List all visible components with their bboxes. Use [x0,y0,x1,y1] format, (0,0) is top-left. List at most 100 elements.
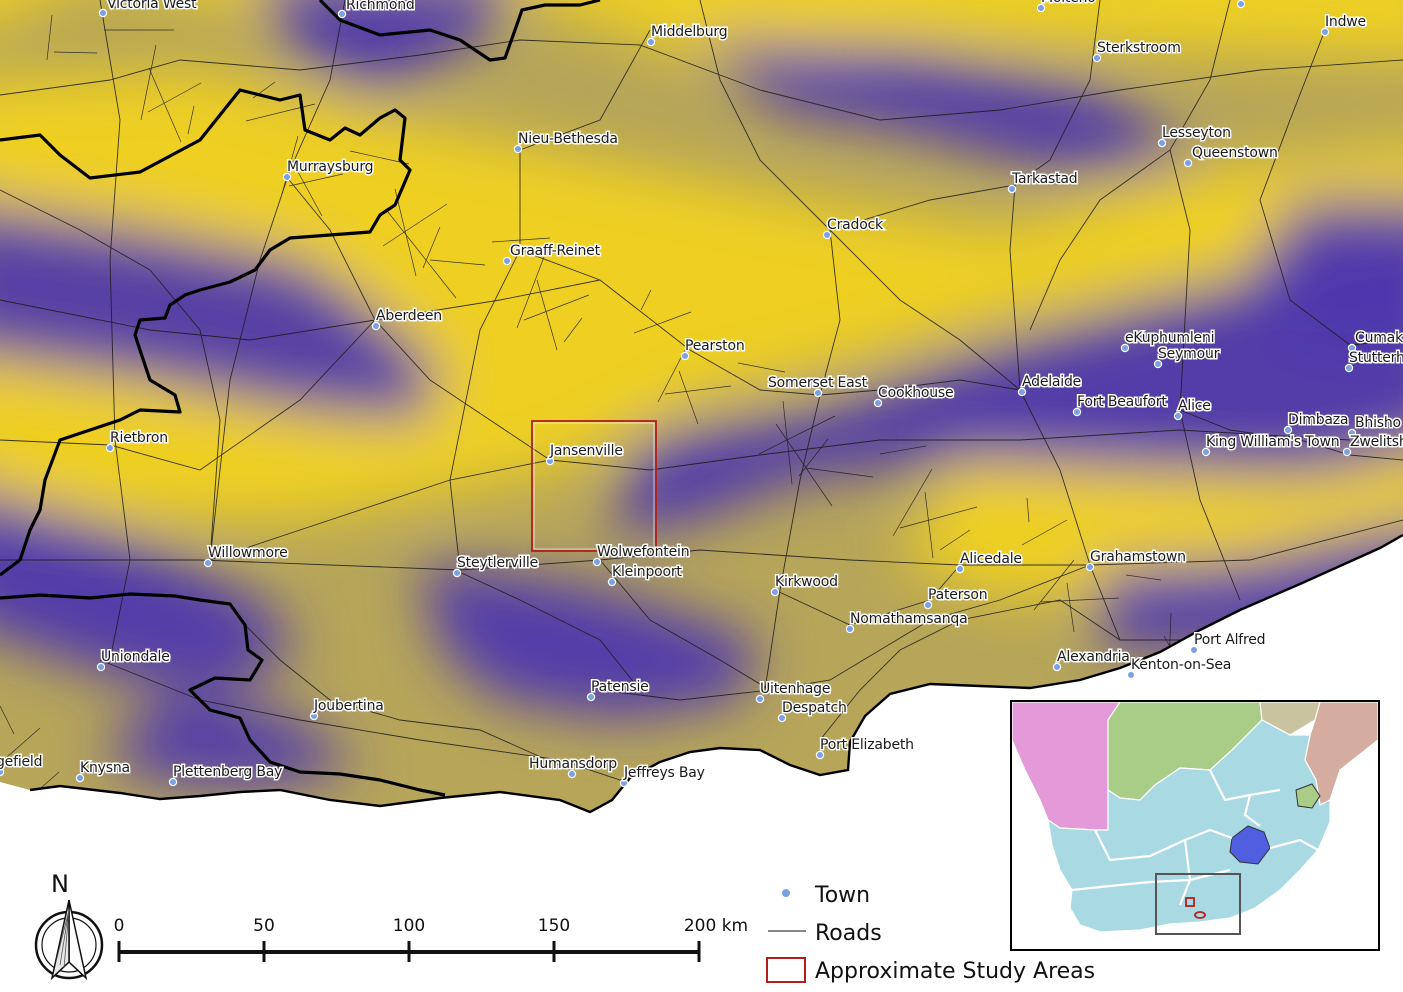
road [0,319,376,471]
town-label: Uitenhage [760,681,830,697]
town-label: Dimbaza [1288,412,1348,428]
town-label: Rietbron [110,430,168,446]
town-wolwefontein[interactable]: Wolwefontein [592,543,691,567]
town-zwelitsha[interactable]: Zwelitsh [1342,433,1403,457]
town-label: Paterson [928,587,987,603]
road [281,135,299,195]
road [892,468,933,537]
town-marker [1236,0,1246,9]
town-dordrecht[interactable]: Dordrecht [1236,0,1311,9]
town-somerset-east[interactable]: Somerset East [767,374,869,398]
town-nieu-bethesda[interactable]: Nieu-Bethesda [513,130,619,154]
town-alice[interactable]: Alice [1173,397,1212,421]
study-area-rectangle[interactable] [531,420,657,552]
town-tarkastad[interactable]: Tarkastad [1007,170,1079,194]
town-sedgefield[interactable]: gefield [0,753,44,777]
town-indwe[interactable]: Indwe [1320,13,1368,37]
town-uniondale[interactable]: Uniondale [96,648,171,672]
scale-tick-100: 100 [393,916,425,936]
town-joubertina[interactable]: Joubertina [309,697,385,721]
town-grahamstown[interactable]: Grahamstown [1085,548,1187,572]
town-marker [168,777,178,787]
town-marker [1036,3,1046,13]
town-jansenville[interactable]: Jansenville [545,442,624,466]
town-dimbaza[interactable]: Dimbaza [1283,411,1350,435]
town-paterson[interactable]: Paterson [923,586,989,610]
town-marker [1085,562,1095,572]
town-sterkstroom[interactable]: Sterkstroom [1092,39,1182,63]
town-cumakala[interactable]: Cumak [1347,329,1403,353]
town-fort-beaufort[interactable]: Fort Beaufort [1072,393,1169,417]
town-stutterheim[interactable]: Stutterh [1344,349,1403,373]
town-steytlerville[interactable]: Steytlerville [452,554,540,578]
town-lesseyton[interactable]: Lesseyton [1157,124,1232,148]
town-marker [955,564,965,574]
town-ekuphumleni[interactable]: eKuphumleni [1120,329,1216,353]
town-port-elizabeth[interactable]: Port Elizabeth [815,736,916,760]
town-pearston[interactable]: Pearston [680,337,746,361]
road [1021,519,1068,546]
road [563,317,583,343]
town-king-williams-town[interactable]: King William's Town [1201,433,1341,457]
road [599,559,771,691]
town-plettenberg-bay[interactable]: Plettenberg Bay [168,763,284,787]
town-port-alfred[interactable]: Port Alfred [1189,631,1267,655]
town-adelaide[interactable]: Adelaide [1017,373,1083,397]
road [491,237,551,243]
town-cradock[interactable]: Cradock [822,216,886,240]
town-label: Murraysburg [287,159,373,175]
town-despatch[interactable]: Despatch [777,699,848,723]
town-label: Seymour [1158,346,1220,362]
town-graaff-reinet[interactable]: Graaff-Reinet [502,242,602,266]
town-label: Molteno [1041,0,1096,6]
town-middelburg[interactable]: Middelburg [646,23,729,47]
town-marker [815,750,825,760]
town-seymour[interactable]: Seymour [1153,345,1221,369]
town-bhisho[interactable]: Bhisho [1347,414,1403,438]
road [924,491,934,559]
town-willowmore[interactable]: Willowmore [203,544,289,568]
town-uitenhage[interactable]: Uitenhage [755,680,832,704]
town-marker [309,711,319,721]
town-label: Queenstown [1192,145,1278,161]
road [290,158,323,217]
town-label: Aberdeen [376,308,442,324]
town-richmond[interactable]: Richmond [337,0,416,19]
road [209,429,1351,561]
road [1259,29,1403,346]
town-label: Humansdorp [529,756,617,772]
provincial-boundary [0,0,601,797]
town-aberdeen[interactable]: Aberdeen [371,307,444,331]
town-alexandria[interactable]: Alexandria [1052,648,1131,672]
town-kleinpoort[interactable]: Kleinpoort [607,563,684,587]
road [633,311,692,334]
town-label: Fort Beaufort [1077,394,1167,410]
town-kirkwood[interactable]: Kirkwood [770,573,840,597]
town-murraysburg[interactable]: Murraysburg [282,158,375,182]
town-kenton-on-sea[interactable]: Kenton-on-Sea [1126,656,1233,680]
town-nomathamsanqa[interactable]: Nomathamsanqa [845,610,969,634]
town-marker [586,692,596,702]
town-jeffreys-bay[interactable]: Jeffreys Bay [619,764,706,788]
town-marker [452,568,462,578]
north-arrow: N [34,870,104,981]
town-label: Adelaide [1022,374,1081,390]
road [0,519,1403,571]
town-patensie[interactable]: Patensie [586,678,650,702]
town-queenstown[interactable]: Queenstown [1183,144,1279,168]
town-cookhouse[interactable]: Cookhouse [873,384,955,408]
town-victoria-west[interactable]: Victoria West [98,0,199,18]
road [523,294,590,321]
town-label: Dordrecht [1241,0,1310,2]
town-label: Knysna [80,760,130,776]
town-molteno[interactable]: Molteno [1036,0,1097,13]
town-knysna[interactable]: Knysna [75,759,132,783]
town-alicedale[interactable]: Alicedale [955,550,1024,574]
town-rietbron[interactable]: Rietbron [105,429,170,453]
town-label: Alice [1178,398,1211,414]
town-marker [607,577,617,587]
road [148,67,182,143]
town-humansdorp[interactable]: Humansdorp [528,755,619,779]
town-label: Grahamstown [1090,549,1186,565]
